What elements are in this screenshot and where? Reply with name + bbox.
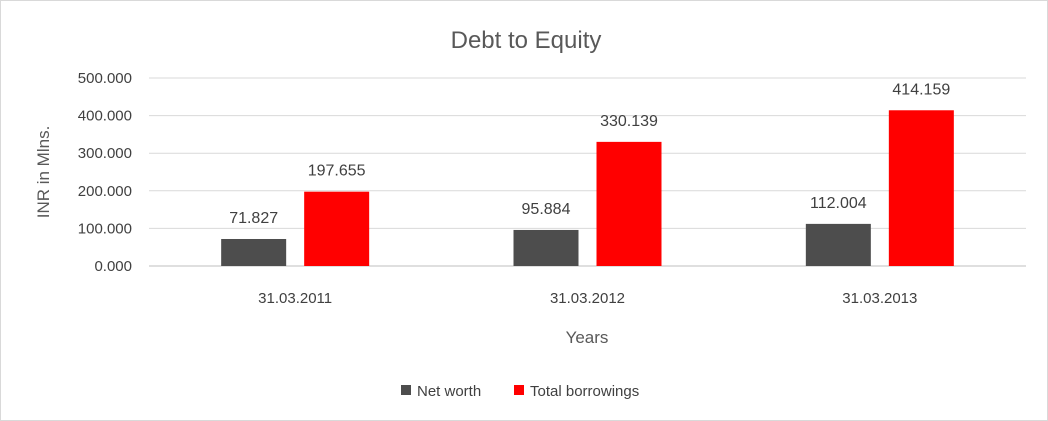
data-label: 330.139 [600,113,658,130]
legend-label: Total borrowings [530,383,639,400]
data-label: 414.159 [892,81,950,98]
y-tick-label: 300.000 [78,145,132,162]
y-tick-label: 200.000 [78,183,132,200]
bar-net-worth [805,223,871,266]
bar-total-borrowings [596,141,662,266]
x-tick-label: 31.03.2012 [550,290,625,307]
y-axis-ticks: 0.000 100.000 200.000 300.000 400.000 500.000 [78,70,132,275]
data-labels: 71.827 197.655 95.884 330.139 112.004 414.159 [229,81,950,227]
legend-swatch [514,385,524,395]
x-tick-label: 31.03.2011 [258,290,332,307]
data-label: 197.655 [308,163,366,180]
y-tick-label: 0.000 [94,258,132,275]
bar-net-worth [221,238,287,266]
gridlines [149,77,1026,267]
bars [221,110,954,266]
y-axis-title: INR in Mlns. [34,126,53,219]
x-tick-label: 31.03.2013 [842,290,917,307]
x-axis-title: Years [566,328,609,347]
y-tick-label: 500.000 [78,70,132,87]
legend-label: Net worth [417,383,481,400]
bar-total-borrowings [304,191,370,266]
y-tick-label: 400.000 [78,108,132,125]
legend: Net worth Total borrowings [401,383,639,400]
bar-total-borrowings [888,110,954,266]
data-label: 95.884 [522,201,571,218]
bar-net-worth [513,229,579,266]
legend-swatch [401,385,411,395]
data-label: 112.004 [810,195,867,212]
chart-title: Debt to Equity [451,27,602,54]
data-label: 71.827 [229,210,278,227]
y-tick-label: 100.000 [78,220,132,237]
x-axis-ticks: 31.03.2011 31.03.2012 31.03.2013 [258,290,917,307]
